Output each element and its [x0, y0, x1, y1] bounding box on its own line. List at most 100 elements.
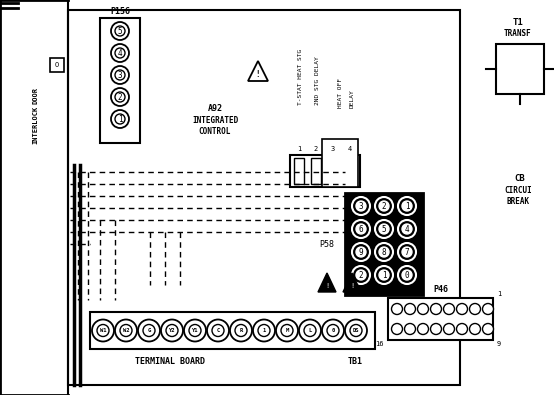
Text: T1: T1	[512, 17, 524, 26]
Text: !: !	[350, 283, 354, 289]
Text: 1: 1	[297, 146, 301, 152]
Text: 16: 16	[376, 341, 384, 347]
Circle shape	[111, 66, 129, 84]
Text: DS: DS	[353, 328, 359, 333]
Bar	[100, 18, 140, 143]
Circle shape	[115, 48, 125, 58]
Text: 4: 4	[348, 146, 352, 152]
Bar	[90, 312, 375, 349]
Circle shape	[230, 320, 252, 342]
Bar	[311, 158, 321, 184]
Text: A92: A92	[208, 103, 223, 113]
Text: C: C	[217, 328, 219, 333]
Circle shape	[398, 243, 416, 261]
Bar	[388, 298, 493, 340]
Text: 2ND STG DELAY: 2ND STG DELAY	[315, 56, 320, 105]
Text: G: G	[147, 328, 151, 333]
Circle shape	[483, 324, 494, 335]
Text: TRANSF: TRANSF	[504, 28, 532, 38]
Circle shape	[379, 247, 389, 257]
Circle shape	[327, 325, 339, 337]
Circle shape	[111, 22, 129, 40]
Text: 5: 5	[117, 26, 122, 36]
Circle shape	[402, 224, 412, 234]
Text: O: O	[55, 62, 59, 68]
Circle shape	[469, 324, 480, 335]
Text: 1: 1	[117, 115, 122, 124]
Text: CONTROL: CONTROL	[199, 126, 231, 135]
Circle shape	[345, 320, 367, 342]
Text: Y2: Y2	[169, 328, 175, 333]
Text: W1: W1	[100, 328, 106, 333]
Text: 4: 4	[404, 224, 409, 233]
Circle shape	[392, 324, 403, 335]
Circle shape	[350, 325, 362, 337]
Text: !: !	[256, 70, 260, 79]
Circle shape	[235, 325, 247, 337]
Circle shape	[356, 201, 366, 211]
Text: T-STAT HEAT STG: T-STAT HEAT STG	[297, 49, 302, 105]
Circle shape	[111, 44, 129, 62]
Circle shape	[444, 324, 454, 335]
Text: 9: 9	[358, 248, 363, 256]
Text: TERMINAL BOARD: TERMINAL BOARD	[135, 357, 205, 367]
Text: 3: 3	[331, 146, 335, 152]
Text: CIRCUI: CIRCUI	[504, 186, 532, 194]
Text: M: M	[285, 328, 289, 333]
Circle shape	[375, 266, 393, 284]
Text: DOOR: DOOR	[32, 87, 38, 103]
Bar	[50, 58, 64, 72]
Text: 2: 2	[382, 201, 386, 211]
Circle shape	[418, 303, 428, 314]
Circle shape	[161, 320, 183, 342]
Text: 0: 0	[404, 271, 409, 280]
Polygon shape	[343, 273, 361, 292]
Circle shape	[299, 320, 321, 342]
Text: BREAK: BREAK	[506, 196, 530, 205]
Circle shape	[375, 220, 393, 238]
Bar	[68, 10, 460, 385]
Circle shape	[379, 224, 389, 234]
Circle shape	[404, 303, 416, 314]
Text: 0: 0	[331, 328, 335, 333]
Text: P156: P156	[110, 6, 130, 15]
Circle shape	[115, 92, 125, 102]
Text: 6: 6	[358, 224, 363, 233]
Circle shape	[115, 320, 137, 342]
Circle shape	[402, 270, 412, 280]
Text: !: !	[325, 283, 329, 289]
Text: 2: 2	[117, 92, 122, 102]
Circle shape	[258, 325, 270, 337]
Text: W2: W2	[123, 328, 129, 333]
Circle shape	[120, 325, 132, 337]
Text: 2: 2	[314, 146, 318, 152]
Text: TB1: TB1	[347, 357, 362, 367]
Bar	[345, 158, 355, 184]
Bar	[322, 139, 358, 187]
Circle shape	[352, 197, 370, 215]
Bar	[294, 158, 304, 184]
Circle shape	[143, 325, 155, 337]
Circle shape	[392, 303, 403, 314]
Circle shape	[456, 303, 468, 314]
Circle shape	[430, 303, 442, 314]
Circle shape	[430, 324, 442, 335]
Circle shape	[276, 320, 298, 342]
Text: 1: 1	[404, 201, 409, 211]
Circle shape	[115, 26, 125, 36]
Text: 8: 8	[379, 291, 384, 297]
Text: INTEGRATED: INTEGRATED	[192, 115, 238, 124]
Circle shape	[92, 320, 114, 342]
Text: HEAT OFF: HEAT OFF	[337, 78, 342, 108]
Circle shape	[375, 243, 393, 261]
Bar	[328, 158, 338, 184]
Circle shape	[469, 303, 480, 314]
Text: 2: 2	[358, 271, 363, 280]
Circle shape	[184, 320, 206, 342]
Text: L: L	[309, 328, 312, 333]
Circle shape	[379, 201, 389, 211]
Circle shape	[304, 325, 316, 337]
Text: 1: 1	[497, 291, 501, 297]
Circle shape	[207, 320, 229, 342]
Circle shape	[115, 114, 125, 124]
